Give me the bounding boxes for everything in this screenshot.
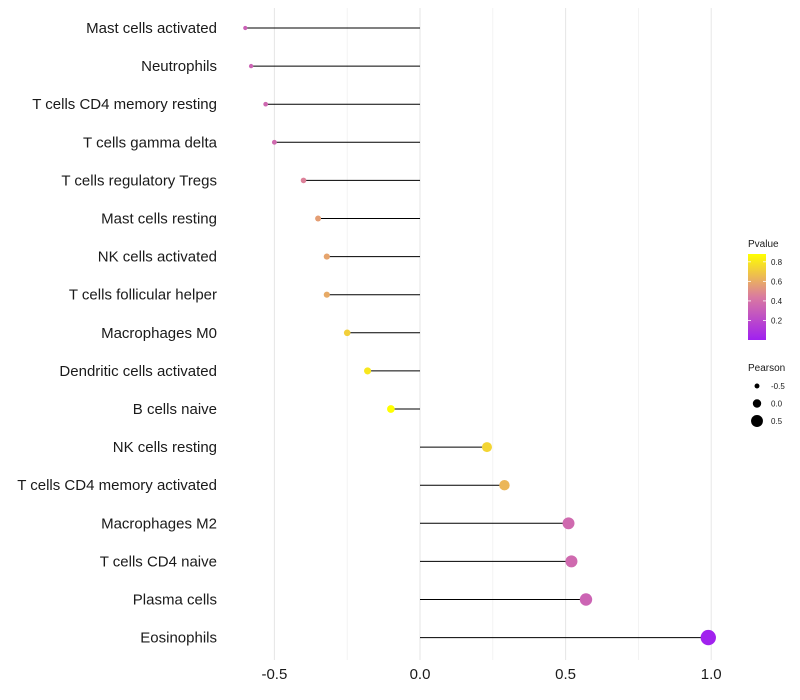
pearson-legend: Pearson -0.5 0.0 0.5: [748, 363, 785, 427]
category-label-4: T cells regulatory Tregs: [61, 172, 217, 189]
pvalue-legend-ticks: 0.2 0.4 0.6 0.8: [748, 258, 783, 325]
pearson-key-label-2: 0.5: [771, 417, 783, 426]
category-label-10: B cells naive: [133, 401, 217, 418]
category-label-16: Eosinophils: [140, 630, 217, 647]
pvalue-tick-label-3: 0.8: [771, 258, 783, 267]
point-6: [323, 253, 330, 260]
x-tick-label-3: 1.0: [701, 666, 722, 683]
pvalue-tick-label-0: 0.2: [771, 316, 783, 325]
lollipop-points: [243, 25, 716, 646]
point-16: [700, 629, 716, 646]
point-1: [248, 63, 254, 69]
pearson-key-dot-1: [752, 399, 762, 408]
category-label-2: T cells CD4 memory resting: [32, 96, 217, 113]
category-label-12: T cells CD4 memory activated: [17, 477, 217, 494]
pearson-legend-title: Pearson: [748, 363, 785, 374]
point-12: [499, 479, 510, 491]
category-label-15: Plasma cells: [133, 592, 217, 609]
category-label-5: Mast cells resting: [101, 211, 217, 228]
category-label-13: Macrophages M2: [101, 515, 217, 532]
point-10: [387, 405, 395, 413]
x-tick-label-2: 0.5: [555, 666, 576, 683]
point-14: [565, 555, 578, 568]
category-label-9: Dendritic cells activated: [59, 363, 217, 380]
category-label-7: T cells follicular helper: [69, 287, 217, 304]
pearson-key-dot-2: [751, 415, 763, 427]
pearson-key-label-0: -0.5: [771, 382, 785, 391]
x-axis-tick-labels: -0.5 0.0 0.5 1.0: [261, 666, 721, 683]
point-5: [315, 215, 322, 222]
pvalue-tick-label-2: 0.6: [771, 277, 783, 286]
pearson-key-dot-0: [754, 383, 760, 389]
category-label-11: NK cells resting: [113, 439, 217, 456]
gridlines: [273, 8, 712, 660]
point-15: [579, 593, 593, 606]
x-tick-label-1: 0.0: [410, 666, 431, 683]
category-label-1: Neutrophils: [141, 58, 217, 75]
point-11: [481, 442, 492, 453]
category-label-8: Macrophages M0: [101, 325, 217, 342]
point-7: [323, 291, 330, 298]
pvalue-legend: Pvalue 0.2 0.4 0.6 0.8: [748, 239, 783, 340]
category-label-6: NK cells activated: [98, 249, 217, 266]
point-13: [562, 517, 575, 530]
lollipop-stems: [245, 27, 709, 639]
pvalue-tick-label-1: 0.4: [771, 297, 783, 306]
category-label-3: T cells gamma delta: [83, 134, 218, 151]
category-labels: Mast cells activated Neutrophils T cells C…: [17, 20, 217, 647]
point-3: [271, 139, 277, 145]
point-8: [343, 329, 351, 337]
x-tick-label-0: -0.5: [261, 666, 287, 683]
category-label-14: T cells CD4 naive: [100, 553, 217, 570]
pvalue-colorbar: [748, 254, 766, 340]
point-4: [300, 177, 307, 184]
point-0: [243, 25, 248, 31]
pearson-legend-keys: -0.5 0.0 0.5: [751, 382, 785, 427]
pvalue-legend-title: Pvalue: [748, 239, 779, 250]
pearson-key-label-1: 0.0: [771, 400, 783, 409]
point-2: [263, 101, 269, 107]
point-9: [364, 367, 372, 375]
category-label-0: Mast cells activated: [86, 20, 217, 37]
